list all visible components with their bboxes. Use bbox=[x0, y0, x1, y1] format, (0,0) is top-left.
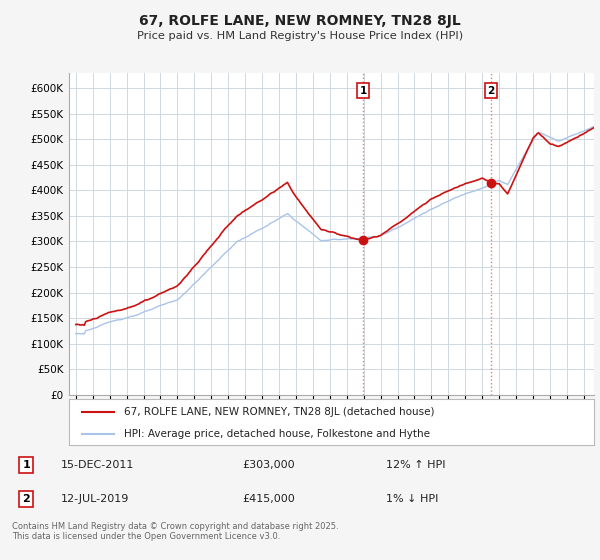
Text: Contains HM Land Registry data © Crown copyright and database right 2025.
This d: Contains HM Land Registry data © Crown c… bbox=[12, 522, 338, 542]
Text: Price paid vs. HM Land Registry's House Price Index (HPI): Price paid vs. HM Land Registry's House … bbox=[137, 31, 463, 41]
Text: 1: 1 bbox=[359, 86, 367, 96]
Text: 12% ↑ HPI: 12% ↑ HPI bbox=[386, 460, 446, 470]
Text: 2: 2 bbox=[23, 494, 30, 504]
Text: 1% ↓ HPI: 1% ↓ HPI bbox=[386, 494, 439, 504]
Text: 1: 1 bbox=[23, 460, 30, 470]
Text: 67, ROLFE LANE, NEW ROMNEY, TN28 8JL (detached house): 67, ROLFE LANE, NEW ROMNEY, TN28 8JL (de… bbox=[124, 407, 434, 417]
Text: 2: 2 bbox=[488, 86, 495, 96]
Text: £415,000: £415,000 bbox=[242, 494, 295, 504]
Text: 12-JUL-2019: 12-JUL-2019 bbox=[61, 494, 130, 504]
Text: HPI: Average price, detached house, Folkestone and Hythe: HPI: Average price, detached house, Folk… bbox=[124, 429, 430, 438]
Text: £303,000: £303,000 bbox=[242, 460, 295, 470]
Text: 67, ROLFE LANE, NEW ROMNEY, TN28 8JL: 67, ROLFE LANE, NEW ROMNEY, TN28 8JL bbox=[139, 14, 461, 28]
Text: 15-DEC-2011: 15-DEC-2011 bbox=[61, 460, 134, 470]
